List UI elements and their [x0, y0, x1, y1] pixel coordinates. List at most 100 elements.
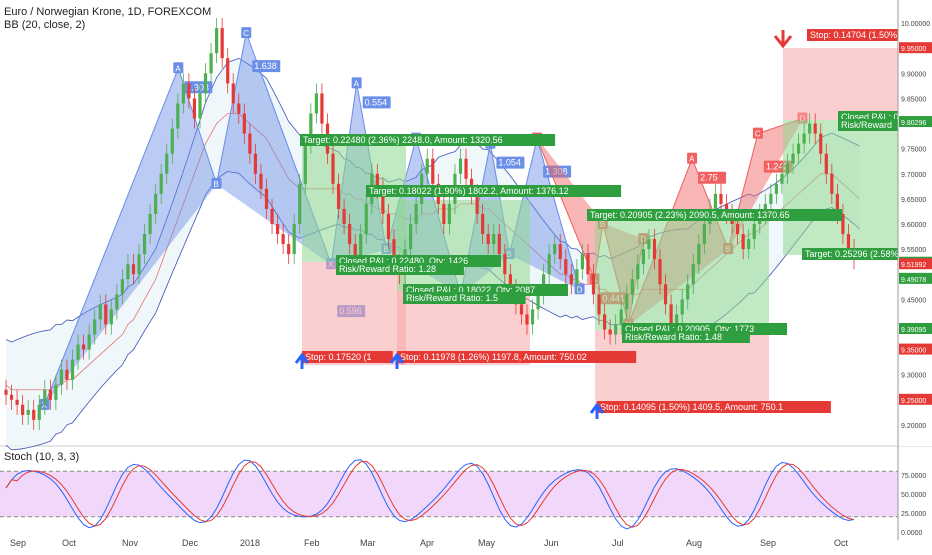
stoch-tick-1: 50.0000 [901, 492, 926, 499]
candle-body-128 [713, 193, 718, 209]
price-tick-3: 9.85000 [901, 96, 926, 103]
candle-body-103 [575, 269, 579, 285]
candle-body-111 [619, 309, 623, 325]
candle-body-151 [841, 213, 845, 235]
candle-body-3 [21, 404, 25, 415]
time-tick-11: Aug [686, 538, 702, 548]
long-entry-arrow-1 [389, 352, 405, 369]
time-tick-9: Jun [544, 538, 559, 548]
position-3-rr-label: Risk/Reward [841, 120, 892, 130]
price-tick-11: 9.51992 [901, 262, 926, 269]
candle-body-152 [846, 234, 851, 250]
candle-body-30 [170, 128, 174, 154]
position-1-closed-label: Closed P&L: 0.18022, Qty: 2087 [406, 285, 535, 295]
position-1-stop-label: Stop: 0.11978 (1.26%) 1197.8, Amount: 75… [400, 352, 587, 362]
candle-body-144 [802, 133, 806, 144]
price-tick-14: 9.39095 [901, 327, 926, 334]
position-0-stop-box [302, 351, 393, 363]
candle-body-5 [32, 409, 36, 420]
candle-body-47 [264, 188, 269, 209]
candle-body-129 [719, 193, 723, 204]
candle-body-67 [375, 173, 379, 189]
time-tick-2: Nov [122, 538, 139, 548]
position-0-rr-label: Risk/Reward Ratio: 1.28 [339, 264, 436, 274]
candle-body-82 [458, 158, 463, 174]
time-tick-6: Mar [360, 538, 376, 548]
candle-body-26 [148, 213, 152, 235]
candle-body-96 [536, 294, 540, 310]
time-tick-1: Oct [62, 538, 77, 548]
position-0-closed-label: Closed P&L: 0.22480, Qty: 1426 [339, 256, 468, 266]
stoch-k-line [5, 459, 855, 530]
position-3-target-zone [783, 120, 898, 255]
pattern-0-point-label-B: B [214, 180, 219, 189]
position-0-target-box [300, 134, 556, 146]
candle-body-23 [131, 264, 136, 275]
position-1-target-box [366, 185, 622, 197]
candle-body-126 [702, 224, 706, 245]
candle-body-112 [625, 294, 629, 310]
candle-body-27 [154, 193, 158, 214]
pattern-4-point-label-A: A [689, 155, 695, 164]
position-1-stop-box [397, 351, 637, 363]
candle-body-43 [242, 113, 246, 134]
time-tick-3: Dec [182, 538, 199, 548]
candle-body-93 [519, 304, 524, 315]
candle-body-13 [76, 344, 80, 360]
candle-body-0 [4, 389, 8, 395]
candle-body-59 [331, 153, 335, 184]
time-tick-13: Oct [834, 538, 849, 548]
candle-body-74 [414, 203, 418, 224]
pattern-0-ratio-1: 1.638 [254, 61, 277, 71]
candle-body-105 [586, 254, 590, 275]
candle-body-141 [785, 163, 790, 174]
candle-body-36 [203, 73, 208, 94]
candle-body-149 [830, 173, 834, 194]
pattern-1-ratio-0: 0.554 [365, 97, 388, 107]
candle-body-25 [142, 234, 147, 255]
candle-body-123 [686, 284, 690, 300]
chart-title: Euro / Norwegian Krone, 1D, FOREXCOM [4, 6, 212, 18]
price-tick-0: 10.00000 [901, 21, 930, 28]
pattern-2-ratio-box-1 [543, 165, 572, 178]
price-tick-15: 9.35000 [901, 348, 926, 355]
candle-body-146 [813, 123, 817, 134]
candle-body-17 [98, 304, 102, 320]
price-tick-18: 9.20000 [901, 423, 926, 430]
price-tag-11 [899, 258, 932, 270]
candle-body-137 [763, 203, 767, 214]
candle-body-63 [353, 244, 357, 260]
candle-body-68 [381, 188, 385, 214]
candle-body-118 [658, 259, 662, 285]
pattern-4-point-label-C: C [755, 130, 761, 139]
position-1-rr-box [403, 292, 526, 304]
candle-body-88 [492, 234, 496, 245]
candle-body-57 [320, 93, 324, 124]
candle-body-69 [386, 213, 391, 240]
candle-body-80 [447, 203, 451, 224]
candle-body-14 [81, 344, 86, 350]
price-tag-15 [899, 343, 932, 355]
candle-body-29 [165, 153, 169, 174]
candle-body-50 [281, 234, 285, 245]
candle-body-35 [198, 93, 202, 119]
candle-body-147 [819, 133, 823, 154]
pattern-0-point-label-A: A [175, 64, 181, 73]
candle-body-41 [231, 83, 235, 104]
candle-body-102 [569, 274, 573, 285]
position-0-target-label: Target: 0.22480 (2.36%) 2248.0, Amount: … [303, 135, 503, 145]
long-entry-arrow-0 [294, 352, 310, 369]
candle-body-79 [442, 203, 446, 224]
price-tick-2: 9.90000 [901, 71, 926, 78]
candle-body-65 [364, 203, 368, 235]
pattern-0-point-B [211, 177, 222, 189]
candle-body-150 [835, 193, 839, 214]
pattern-2-ratio-0: 1.054 [498, 158, 521, 168]
position-0-stop-label: Stop: 0.17520 (1 [305, 352, 372, 362]
candle-body-51 [287, 244, 291, 255]
price-tick-1: 9.95000 [901, 46, 926, 53]
candle-body-21 [120, 279, 124, 295]
candle-body-117 [652, 239, 657, 260]
